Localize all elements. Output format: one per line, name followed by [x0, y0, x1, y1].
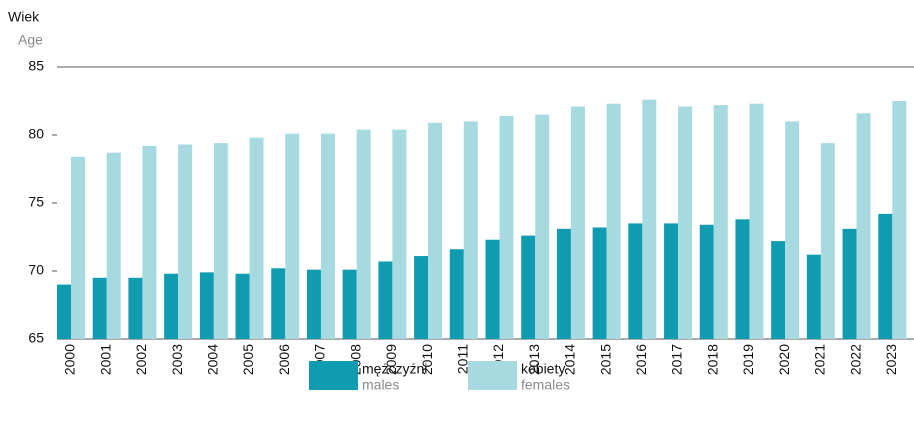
- bar: [878, 213, 893, 339]
- x-tick-label: 2018: [704, 344, 720, 375]
- bar: [249, 137, 264, 339]
- bar: [570, 106, 585, 339]
- bar: [628, 223, 643, 339]
- bar: [521, 235, 536, 339]
- x-tick-label: 2021: [812, 344, 828, 375]
- bar: [213, 143, 228, 339]
- x-tick-label: 2011: [454, 344, 470, 374]
- bar: [57, 284, 71, 339]
- x-tick-label: 2000: [62, 344, 78, 375]
- y-axis-title: Wiek: [8, 9, 40, 25]
- bar: [463, 121, 478, 340]
- bar: [699, 224, 714, 339]
- bar: [378, 261, 393, 339]
- legend-swatch: [468, 361, 517, 390]
- bar: [485, 239, 500, 339]
- bar: [606, 103, 621, 339]
- bar: [785, 121, 800, 340]
- bar: [820, 143, 835, 339]
- bar: [342, 269, 357, 339]
- bar: [856, 113, 871, 340]
- x-tick-label: 2015: [597, 344, 613, 375]
- bar: [164, 273, 179, 339]
- bar: [449, 249, 464, 339]
- bar: [771, 241, 786, 339]
- bar: [664, 223, 679, 339]
- bar: [320, 133, 335, 339]
- x-tick-label: 2001: [97, 344, 113, 375]
- x-tick-label: 2023: [883, 344, 899, 375]
- y-tick-label: 75: [28, 194, 44, 210]
- bar: [414, 256, 429, 339]
- bar: [892, 101, 907, 339]
- legend-label-en: females: [521, 377, 570, 393]
- bar: [642, 99, 657, 339]
- bar: [71, 156, 85, 339]
- x-tick-label: 2004: [205, 344, 221, 375]
- x-tick-label: 2009: [383, 344, 399, 375]
- bar: [235, 273, 250, 339]
- y-axis-title-en: Age: [18, 32, 43, 48]
- legend-label: mężczyźni: [362, 361, 427, 377]
- y-tick-label: 80: [28, 126, 44, 142]
- bar: [271, 268, 286, 339]
- bar: [428, 122, 443, 339]
- x-tick-label: 2019: [740, 344, 756, 375]
- bar: [106, 152, 121, 339]
- y-tick-label: 65: [28, 330, 44, 346]
- legend-label: kobiety: [521, 361, 565, 377]
- y-tick-label: 70: [28, 262, 44, 278]
- x-tick-label: 2016: [633, 344, 649, 375]
- bar: [499, 115, 514, 340]
- bar: [842, 228, 857, 339]
- bar: [806, 254, 821, 339]
- x-tick-label: 2002: [133, 344, 149, 375]
- bar: [285, 133, 300, 339]
- x-tick-label: 2006: [276, 344, 292, 375]
- bar: [592, 227, 607, 339]
- bar: [749, 103, 764, 339]
- bar: [735, 219, 750, 339]
- bar: [713, 105, 728, 339]
- bar: [535, 114, 550, 339]
- x-tick-label: 2020: [776, 344, 792, 375]
- x-tick-label: 2010: [419, 344, 435, 375]
- x-tick-label: 2017: [669, 344, 685, 375]
- bar: [306, 269, 321, 339]
- x-tick-label: 2022: [847, 344, 863, 375]
- bar: [556, 228, 571, 339]
- bar: [128, 277, 143, 339]
- bar: [678, 106, 693, 339]
- bar: [392, 129, 407, 339]
- legend-label-en: males: [362, 377, 399, 393]
- x-tick-label: 2005: [240, 344, 256, 375]
- bar: [142, 145, 157, 339]
- x-tick-label: 2013: [526, 344, 542, 375]
- legend-swatch: [309, 361, 358, 390]
- bar: [178, 144, 193, 339]
- y-tick-label: 85: [28, 58, 44, 74]
- bar: [92, 277, 107, 339]
- x-tick-label: 2014: [562, 344, 578, 375]
- bar: [199, 272, 214, 339]
- x-tick-label: 2003: [169, 344, 185, 375]
- bar: [356, 129, 371, 339]
